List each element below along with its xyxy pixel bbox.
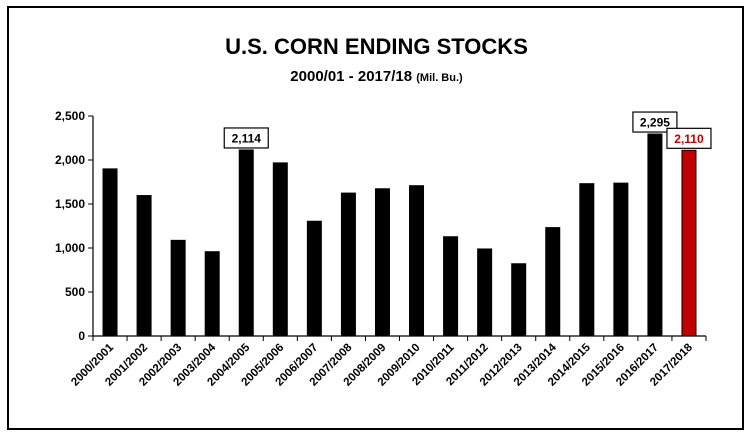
data-label-box (223, 127, 269, 149)
bar-2007-2008 (340, 192, 356, 337)
y-tick-label: 0 (78, 329, 85, 343)
subtitle-unit: (Mil. Bu.) (416, 72, 463, 84)
bar-2004-2005 (238, 149, 254, 337)
bar-2006-2007 (306, 220, 322, 337)
data-label-box (632, 111, 678, 133)
data-label: 2,114 (232, 131, 262, 145)
bar-2001-2002 (136, 195, 152, 337)
bar-2016-2017 (647, 133, 663, 337)
subtitle-text: 2000/01 - 2017/18 (290, 68, 413, 85)
data-label: 2,110 (674, 132, 704, 146)
data-label-box (666, 127, 712, 149)
bar-2002-2003 (170, 239, 186, 337)
bar-2003-2004 (204, 251, 220, 337)
bar-2005-2006 (272, 162, 288, 337)
data-label: 2,295 (640, 116, 670, 130)
y-tick-label: 1,500 (55, 197, 85, 211)
bar-2008-2009 (374, 188, 390, 337)
y-tick-label: 2,000 (55, 153, 85, 167)
bar-2009-2010 (409, 185, 425, 337)
bar-2017-2018 (681, 149, 697, 337)
y-tick-label: 1,000 (55, 241, 85, 255)
bar-2015-2016 (613, 182, 629, 337)
bar-2000-2001 (102, 168, 118, 337)
bar-2010-2011 (443, 236, 459, 337)
chart-title: U.S. CORN ENDING STOCKS (225, 34, 528, 59)
y-tick-label: 500 (65, 285, 85, 299)
bar-2012-2013 (511, 263, 527, 337)
bar-2013-2014 (545, 227, 561, 337)
bar-2011-2012 (477, 248, 493, 337)
bar-2014-2015 (579, 183, 595, 337)
y-tick-label: 2,500 (55, 109, 85, 123)
chart-subtitle: 2000/01 - 2017/18 (Mil. Bu.) (0, 68, 753, 85)
